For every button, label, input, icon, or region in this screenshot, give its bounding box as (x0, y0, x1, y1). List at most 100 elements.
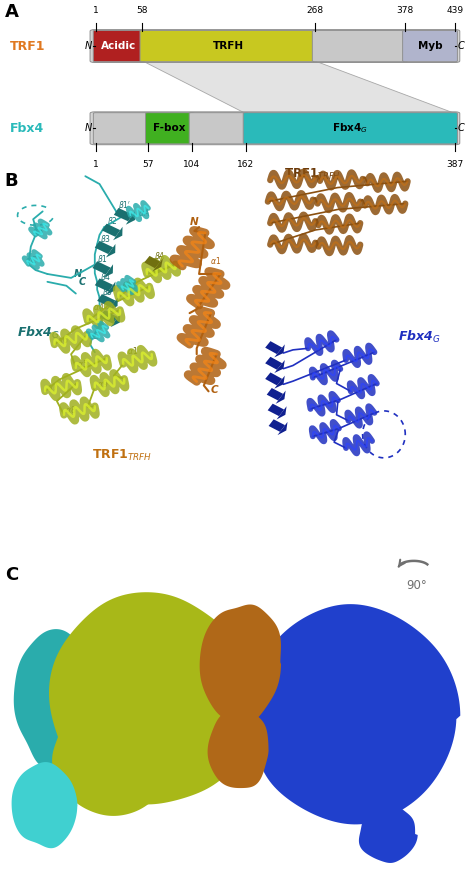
Polygon shape (102, 224, 120, 236)
Text: N: N (85, 41, 92, 51)
Text: $\alpha8$: $\alpha8$ (65, 404, 77, 415)
Polygon shape (113, 227, 123, 240)
Text: $\alpha5$: $\alpha5$ (77, 357, 88, 369)
Text: $\beta3$: $\beta3$ (100, 233, 110, 246)
Text: $\beta5$: $\beta5$ (102, 286, 113, 300)
Text: F-box: F-box (154, 124, 186, 133)
Text: 57: 57 (142, 159, 154, 169)
Polygon shape (103, 264, 113, 278)
Text: Fbx4: Fbx4 (9, 122, 44, 135)
Text: 104: 104 (183, 159, 200, 169)
Text: TRF1: TRF1 (9, 39, 45, 52)
Polygon shape (144, 256, 160, 268)
Text: Fbx4$_G$: Fbx4$_G$ (17, 324, 59, 340)
Text: Acidic: Acidic (101, 41, 137, 51)
Polygon shape (49, 592, 261, 805)
Polygon shape (267, 388, 283, 401)
Polygon shape (97, 294, 116, 308)
FancyBboxPatch shape (140, 30, 317, 61)
Polygon shape (95, 241, 113, 254)
Text: 387: 387 (447, 159, 464, 169)
Text: 378: 378 (396, 6, 414, 15)
Text: TRF1$_{TRFH}$: TRF1$_{TRFH}$ (92, 448, 153, 463)
Text: 268: 268 (306, 6, 323, 15)
FancyBboxPatch shape (189, 113, 248, 144)
Text: $\beta1'$: $\beta1'$ (118, 199, 132, 212)
Polygon shape (106, 282, 116, 295)
FancyBboxPatch shape (93, 30, 145, 61)
FancyBboxPatch shape (402, 30, 457, 61)
Polygon shape (152, 259, 163, 271)
Text: Fbx4$_G$: Fbx4$_G$ (398, 329, 441, 345)
Polygon shape (359, 803, 418, 863)
Text: 439: 439 (447, 6, 464, 15)
Text: A: A (5, 4, 18, 21)
Text: $\alpha D$: $\alpha D$ (88, 330, 100, 340)
Text: $\alpha2$: $\alpha2$ (152, 253, 163, 265)
Polygon shape (250, 605, 460, 824)
Polygon shape (265, 356, 282, 370)
Text: TRF1$_{TRFH}$: TRF1$_{TRFH}$ (284, 167, 341, 181)
FancyBboxPatch shape (93, 113, 150, 144)
Polygon shape (268, 404, 284, 416)
Text: C: C (5, 565, 18, 583)
Polygon shape (208, 709, 269, 788)
Text: C: C (78, 276, 85, 287)
Polygon shape (110, 314, 120, 327)
Text: C: C (457, 41, 464, 51)
Polygon shape (265, 341, 282, 354)
Text: $\alpha9$: $\alpha9$ (97, 378, 109, 388)
Polygon shape (274, 376, 285, 388)
Polygon shape (11, 762, 77, 848)
Text: 58: 58 (137, 6, 148, 15)
Text: B: B (5, 172, 18, 190)
Text: Myb: Myb (418, 41, 442, 51)
Text: N: N (190, 217, 198, 227)
Text: 90°: 90° (407, 579, 428, 592)
Polygon shape (277, 422, 288, 435)
FancyBboxPatch shape (146, 113, 194, 144)
Polygon shape (92, 261, 111, 275)
Polygon shape (108, 297, 118, 310)
FancyBboxPatch shape (243, 113, 457, 144)
Polygon shape (52, 696, 176, 816)
Polygon shape (142, 60, 455, 114)
FancyBboxPatch shape (312, 30, 407, 61)
Text: $\beta1$: $\beta1$ (97, 253, 108, 267)
Polygon shape (269, 420, 285, 432)
Text: $\alpha C$: $\alpha C$ (25, 254, 37, 266)
Polygon shape (274, 344, 285, 357)
Polygon shape (14, 629, 96, 768)
Text: $\alpha1$: $\alpha1$ (127, 345, 138, 356)
Text: $\alpha1$: $\alpha1$ (210, 255, 221, 266)
FancyBboxPatch shape (90, 29, 460, 62)
Text: Fbx4$_G$: Fbx4$_G$ (332, 122, 368, 135)
Text: $\beta6$: $\beta6$ (104, 302, 116, 316)
Text: $\beta2$: $\beta2$ (107, 215, 118, 228)
Polygon shape (274, 360, 285, 373)
Text: TRFH: TRFH (213, 41, 244, 51)
Text: 162: 162 (237, 159, 254, 169)
Text: $\alpha B$: $\alpha B$ (32, 225, 44, 236)
Text: $\alpha A$: $\alpha A$ (138, 206, 150, 218)
Text: 1: 1 (93, 159, 99, 169)
Polygon shape (114, 208, 133, 221)
Text: $\alpha3$: $\alpha3$ (122, 278, 134, 289)
Polygon shape (265, 372, 282, 386)
Polygon shape (100, 310, 118, 324)
Polygon shape (276, 406, 287, 420)
Polygon shape (95, 278, 113, 292)
Text: 1: 1 (93, 6, 99, 15)
Polygon shape (126, 211, 135, 225)
Text: N: N (73, 269, 82, 279)
Text: $\alpha4$: $\alpha4$ (93, 301, 105, 312)
Text: $\beta4$: $\beta4$ (100, 270, 111, 284)
Text: $\alpha E$: $\alpha E$ (126, 280, 138, 292)
Polygon shape (275, 390, 286, 404)
Polygon shape (106, 244, 116, 258)
Text: C: C (457, 124, 464, 133)
Text: $\beta A$: $\beta A$ (154, 250, 165, 263)
Text: $\alpha6$: $\alpha6$ (57, 333, 68, 345)
Polygon shape (200, 605, 281, 725)
Text: $\alpha7$: $\alpha7$ (47, 380, 59, 392)
